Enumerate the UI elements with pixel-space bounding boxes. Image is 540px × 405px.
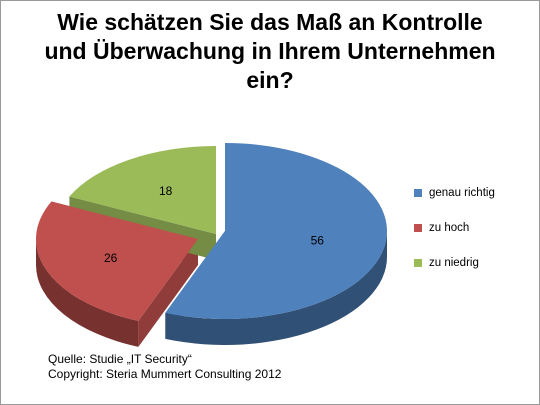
legend-item-zu-hoch: zu hoch: [414, 219, 495, 236]
pie-slice-genau-richtig: [165, 143, 387, 319]
slice-wall-zu-hoch: [36, 239, 139, 347]
legend-label-zu-niedrig: zu niedrig: [429, 256, 479, 269]
chart-title-line-1: Wie schätzen Sie das Maß an Kontrolle: [57, 9, 483, 35]
chart-title-line-2: und Überwachung in Ihrem Unternehmen: [44, 38, 496, 64]
legend-label-zu-hoch: zu hoch: [429, 221, 470, 234]
chart-title: Wie schätzen Sie das Maß an Kontrolle un…: [20, 8, 520, 95]
legend-label-genau-richtig: genau richtig: [429, 186, 495, 199]
pie-slice-zu-niedrig: [69, 146, 216, 234]
copyright-line: Copyright: Steria Mummert Consulting 201…: [48, 367, 282, 381]
slice-side-zu-hoch-start: [138, 239, 198, 347]
slice-wall-genau-richtig: [165, 231, 387, 346]
legend-item-zu-niedrig: zu niedrig: [414, 254, 495, 271]
chart-title-line-3: ein?: [246, 67, 294, 93]
data-label-genau-richtig: 56: [311, 234, 325, 248]
chart-legend: genau richtig zu hoch zu niedrig: [414, 184, 495, 289]
legend-swatch-zu-niedrig: [414, 258, 422, 267]
source-line: Quelle: Studie „IT Security“: [48, 352, 192, 366]
source-note: Quelle: Studie „IT Security“ Copyright: …: [48, 352, 281, 382]
legend-swatch-zu-hoch: [414, 223, 422, 232]
data-label-zu-niedrig: 18: [159, 184, 173, 198]
legend-item-genau-richtig: genau richtig: [414, 184, 495, 201]
legend-swatch-genau-richtig: [414, 188, 422, 197]
pie-slice-zu-hoch: [35, 201, 199, 321]
data-label-zu-hoch: 26: [104, 251, 118, 265]
